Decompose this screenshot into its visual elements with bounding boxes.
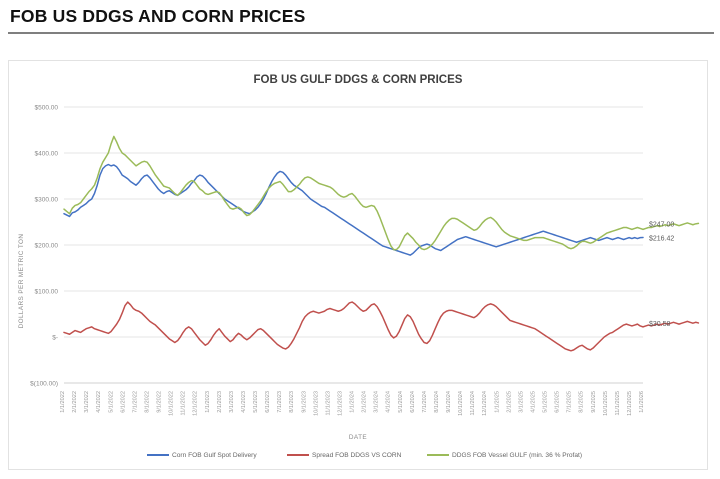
chart-svg: FOB US GULF DDGS & CORN PRICES $500.00 $4… [18,74,700,459]
x-axis-tick: 2/1/2023 [217,391,223,413]
x-axis-tick: 5/1/2022 [108,391,114,413]
x-axis-tick: 10/1/2022 [169,391,175,416]
page-title: FOB US DDGS AND CORN PRICES [10,6,306,26]
series-end-labels: $216.42 $30.58 $247.00 [649,221,674,328]
series-end-label: $30.58 [649,321,671,328]
x-axis-tick: 12/1/2023 [337,391,343,416]
x-axis-tick: 4/1/2023 [241,391,247,413]
x-axis-title: DATE [349,434,367,441]
x-axis-tick: 6/1/2022 [120,391,126,413]
x-axis-tick: 7/1/2025 [567,391,573,413]
x-axis-tick: 1/1/2026 [639,391,645,413]
y-axis-tick: $500.00 [35,105,59,112]
x-axis-tick: 11/1/2024 [470,391,476,415]
x-axis-tick: 10/1/2025 [603,391,609,416]
legend-label[interactable]: DDGS FOB Vessel GULF (min. 36 % Profat) [452,452,582,459]
x-axis-tick: 8/1/2024 [434,391,440,413]
y-axis-tick: $100.00 [35,289,59,296]
title-underline-rule [8,32,714,34]
x-axis-tick: 9/1/2025 [591,391,597,413]
x-axis-tick: 5/1/2024 [398,391,404,413]
x-axis-tick: 11/1/2022 [181,391,187,415]
chart-legend: Corn FOB Gulf Spot Delivery Spread FOB DD… [147,452,582,459]
x-axis-tick: 12/1/2025 [627,391,633,416]
x-axis-tick: 6/1/2024 [410,391,416,413]
chart-card: FOB US GULF DDGS & CORN PRICES $500.00 $4… [8,60,708,470]
x-axis-tick: 12/1/2022 [193,391,199,416]
series-lines [63,135,700,352]
gridlines [64,106,643,384]
x-axis-tick: 4/1/2022 [96,391,102,413]
y-axis-tick: $300.00 [35,197,59,204]
x-axis-tick: 10/1/2024 [458,391,464,416]
series-line [63,135,700,251]
y-axis-tick: $200.00 [35,243,59,250]
x-axis-tick: 1/1/2024 [350,391,356,413]
chart-title: FOB US GULF DDGS & CORN PRICES [254,74,463,86]
x-axis-tick: 3/1/2025 [518,391,524,413]
x-axis-tick: 12/1/2024 [482,391,488,416]
series-line [63,301,700,352]
x-axis-tick: 3/1/2023 [229,391,235,413]
series-line [63,163,644,256]
legend-label[interactable]: Corn FOB Gulf Spot Delivery [172,452,257,459]
x-axis-tick: 6/1/2025 [555,391,561,413]
legend-label[interactable]: Spread FOB DDGS VS CORN [312,452,402,459]
y-axis-tick: $400.00 [35,151,59,158]
x-axis-tick: 3/1/2022 [84,391,90,413]
x-axis-tick: 7/1/2022 [132,391,138,413]
x-axis-tick: 11/1/2025 [615,391,621,415]
y-axis-title: DOLLARS PER METRIC TON [18,234,25,329]
x-axis-tick: 1/1/2022 [60,391,66,413]
x-axis-tick: 8/1/2023 [289,391,295,413]
y-axis-tick: $- [52,335,58,342]
x-axis-tick: 5/1/2025 [543,391,549,413]
x-axis-tick: 10/1/2023 [313,391,319,416]
x-axis-tick: 3/1/2024 [374,391,380,413]
x-axis-tick: 2/1/2025 [506,391,512,413]
x-axis-tick-labels: 1/1/2022 2/1/2022 3/1/2022 4/1/2022 5/1/2022… [60,391,645,416]
x-axis-tick: 6/1/2023 [265,391,271,413]
series-end-label: $247.00 [649,221,674,228]
x-axis-tick: 5/1/2023 [253,391,259,413]
x-axis-tick: 9/1/2024 [446,391,452,413]
x-axis-tick: 4/1/2024 [386,391,392,413]
y-axis-tick-labels: $500.00 $400.00 $300.00 $200.00 $100.00 $- $(1… [30,105,58,388]
x-axis-tick: 9/1/2022 [157,391,163,413]
x-axis-tick: 8/1/2025 [579,391,585,413]
x-axis-tick: 1/1/2023 [205,391,211,413]
x-axis-tick: 2/1/2024 [362,391,368,413]
x-axis-tick: 4/1/2025 [530,391,536,413]
x-axis-tick: 8/1/2022 [144,391,150,413]
series-end-label: $216.42 [649,235,674,242]
x-axis-tick: 11/1/2023 [325,391,331,415]
y-axis-tick: $(100.00) [30,381,58,388]
x-axis-tick: 7/1/2024 [422,391,428,413]
x-axis-tick: 1/1/2025 [494,391,500,413]
x-axis-tick: 7/1/2023 [277,391,283,413]
x-axis-tick: 2/1/2022 [72,391,78,413]
x-axis-tick: 9/1/2023 [301,391,307,413]
